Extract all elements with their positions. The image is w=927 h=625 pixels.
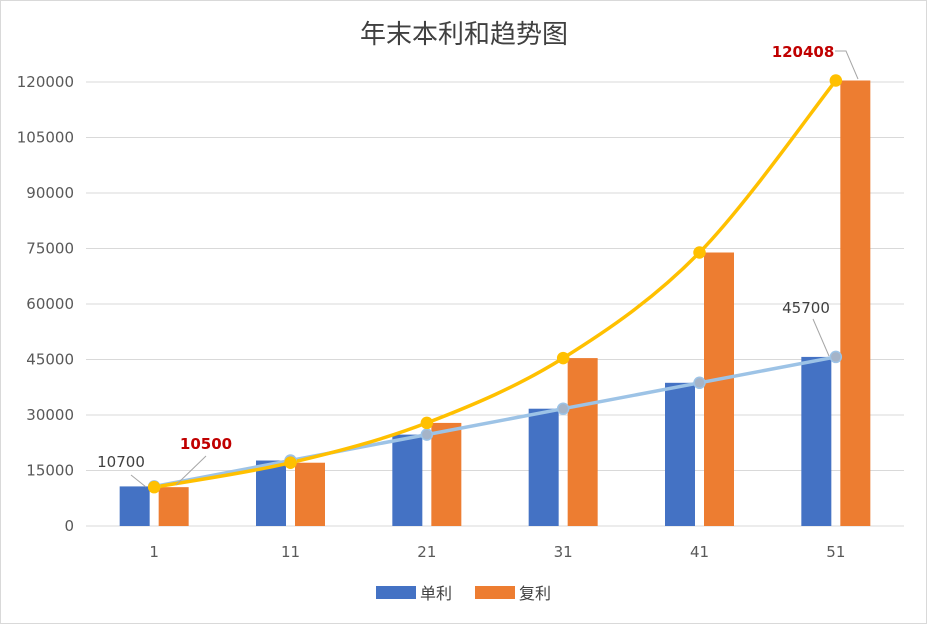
y-tick-label: 105000 — [17, 129, 74, 147]
x-tick-label: 1 — [149, 543, 159, 561]
data-label: 45700 — [782, 299, 830, 317]
复利-bar — [158, 487, 189, 526]
单利-bar — [392, 434, 423, 526]
trend-point-1 — [693, 246, 706, 259]
y-tick-label: 45000 — [26, 351, 74, 369]
trend-point-1 — [147, 480, 161, 494]
trend-point-0 — [829, 350, 843, 364]
legend-label: 复利 — [519, 584, 551, 603]
data-label: 10500 — [180, 435, 232, 453]
复利-bar — [840, 80, 871, 526]
y-tick-label: 0 — [64, 517, 74, 535]
x-tick-label: 11 — [281, 543, 300, 561]
chart-title: 年末本利和趋势图 — [360, 20, 568, 50]
复利-bar — [567, 358, 598, 526]
trend-point-1 — [829, 74, 843, 87]
y-tick-label: 60000 — [26, 295, 74, 313]
trend-point-0 — [420, 428, 434, 441]
trend-point-1 — [556, 351, 570, 365]
复利-bar — [704, 252, 734, 526]
bars — [119, 80, 871, 526]
单利-bar — [801, 356, 832, 526]
y-tick-label: 75000 — [26, 240, 74, 258]
trend-lines — [147, 74, 843, 494]
legend-label: 单利 — [420, 584, 452, 603]
y-tick-label: 90000 — [26, 184, 74, 202]
grid-lines — [86, 81, 904, 527]
data-label-leader — [130, 474, 147, 488]
y-tick-label: 15000 — [26, 462, 74, 480]
data-label-leader — [835, 50, 859, 80]
y-axis-ticks: 0 15000 30000 45000 60000 75000 90000 105000 120… — [17, 73, 74, 535]
x-tick-label: 51 — [826, 543, 845, 561]
data-labels: 10700 10500 45700 120408 — [97, 43, 859, 488]
x-axis-ticks: 1 11 21 31 41 51 — [149, 543, 845, 561]
data-label: 120408 — [772, 43, 835, 61]
data-label-leader — [175, 455, 207, 486]
单利-bar — [256, 460, 286, 526]
复利-bar — [295, 462, 325, 526]
单利-bar — [665, 382, 695, 526]
trend-point-1 — [420, 416, 434, 430]
x-tick-label: 21 — [417, 543, 436, 561]
单利-bar — [528, 408, 559, 526]
legend-swatch — [376, 586, 416, 599]
legend: 单利 复利 — [376, 584, 551, 603]
legend-swatch — [475, 586, 515, 599]
data-label: 10700 — [97, 453, 145, 471]
y-tick-label: 120000 — [17, 73, 74, 91]
trend-point-0 — [556, 402, 570, 415]
复利-bar — [431, 422, 462, 526]
data-label-leader — [812, 318, 830, 357]
trend-point-0 — [693, 376, 706, 390]
x-tick-label: 31 — [554, 543, 573, 561]
单利-bar — [119, 486, 150, 526]
y-tick-label: 30000 — [26, 406, 74, 424]
trend-line-0 — [153, 355, 837, 489]
trend-point-1 — [284, 456, 297, 469]
x-tick-label: 41 — [690, 543, 709, 561]
